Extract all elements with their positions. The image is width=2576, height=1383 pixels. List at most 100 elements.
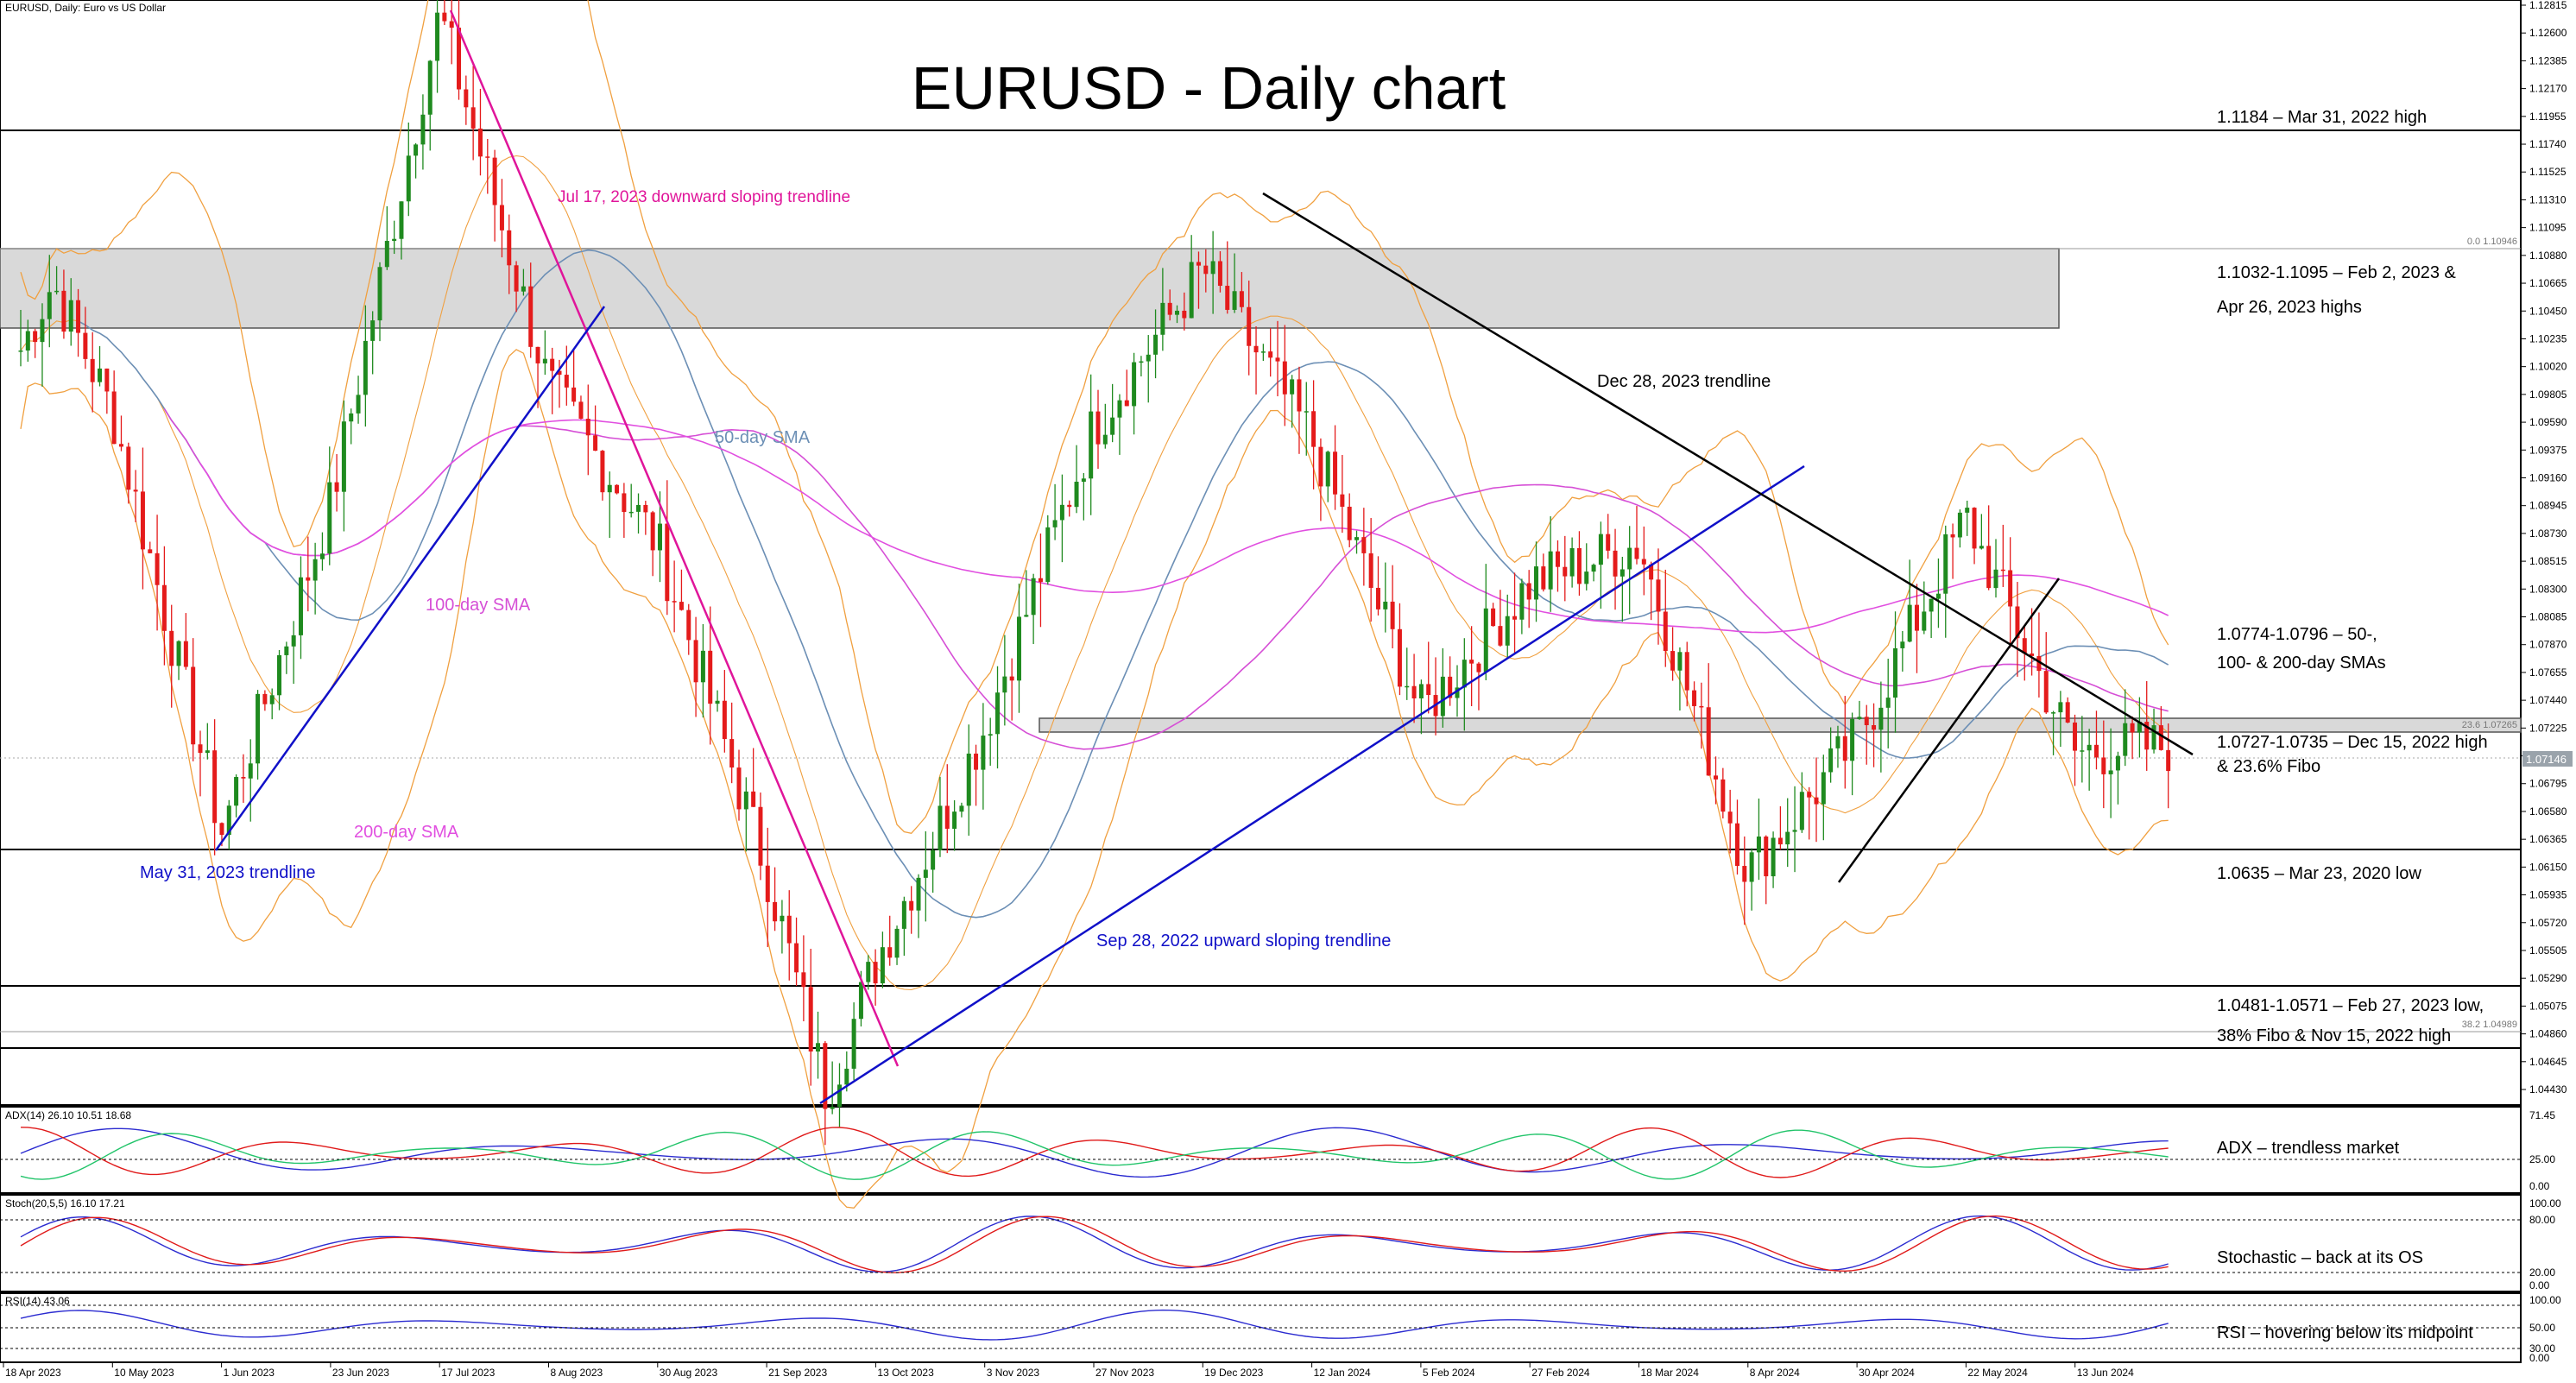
candle-body: [18, 350, 23, 352]
label-zone-1032-a: 1.1032-1.1095 – Feb 2, 2023 &: [2217, 263, 2457, 282]
price-tick-label: 1.11955: [2529, 111, 2567, 123]
candlesticks: [18, 0, 2171, 1146]
price-tick-label: 1.05505: [2529, 944, 2567, 957]
candle-body: [90, 358, 95, 382]
adx-plus-di-line: [20, 1129, 2169, 1180]
candle-body: [1282, 361, 1287, 395]
candle-body: [1505, 616, 1510, 646]
candle-body: [615, 484, 620, 494]
label-smas-a: 1.0774-1.0796 – 50-,: [2217, 625, 2377, 644]
candle-body: [111, 391, 117, 445]
candle-body: [1663, 611, 1668, 652]
price-tick-label: 1.05290: [2529, 972, 2567, 984]
price-tick-label: 1.09805: [2529, 388, 2567, 401]
candle-body: [729, 739, 735, 768]
candle-body: [1132, 362, 1137, 407]
candle-body: [1253, 345, 1259, 353]
candle-body: [1541, 566, 1546, 590]
candle-body: [1785, 831, 1790, 845]
candle-body: [1153, 334, 1159, 355]
candle-body: [205, 750, 210, 754]
rsi-axis-label: 100.00: [2529, 1294, 2561, 1306]
candle-body: [1900, 641, 1905, 648]
rsi-header: RSI(14) 43.06: [5, 1295, 70, 1307]
candle-body: [1591, 565, 1596, 572]
candle-body: [262, 693, 268, 704]
candle-body: [1835, 736, 1840, 748]
candle-body: [1361, 537, 1367, 553]
candle-body: [944, 805, 950, 829]
candle-body: [722, 700, 727, 740]
candle-body: [564, 375, 569, 388]
candle-body: [1519, 583, 1525, 620]
candle-body: [1972, 508, 1977, 549]
candle-body: [816, 1043, 821, 1052]
candle-body: [306, 577, 311, 581]
price-tick-label: 1.08515: [2529, 555, 2567, 567]
date-tick-label: 27 Feb 2024: [1531, 1367, 1590, 1379]
indicator-lines: [20, 1127, 2169, 1341]
candle-body: [1656, 579, 1661, 612]
candle-body: [1692, 690, 1697, 706]
date-tick-label: 13 Oct 2023: [877, 1367, 934, 1379]
candle-body: [1290, 379, 1295, 395]
candle-body: [148, 549, 153, 553]
candle-body: [1670, 651, 1676, 671]
date-tick-label: 12 Jan 2024: [1314, 1367, 1371, 1379]
label-smas-b: 100- & 200-day SMAs: [2217, 654, 2386, 673]
candle-body: [2022, 638, 2027, 654]
candle-body: [758, 806, 763, 866]
candle-body: [765, 865, 770, 902]
candle-body: [521, 286, 526, 292]
candle-body: [1455, 687, 1460, 698]
candle-body: [1814, 797, 1819, 805]
price-tick-label: 1.04430: [2529, 1083, 2567, 1096]
sma200-line: [199, 419, 2169, 634]
candle-body: [866, 962, 871, 982]
candle-body: [370, 320, 376, 341]
adx-axis-label: 71.45: [2529, 1109, 2555, 1121]
candle-body: [1016, 616, 1021, 681]
candle-body: [319, 553, 325, 559]
candle-body: [1340, 494, 1345, 507]
candle-body: [1411, 685, 1417, 699]
candle-body: [736, 767, 742, 810]
candle-body: [1993, 569, 1998, 589]
candle-body: [47, 292, 52, 319]
candle-body: [2101, 757, 2106, 774]
label-zone-0727-a: 1.0727-1.0735 – Dec 15, 2022 high: [2217, 733, 2488, 752]
current-price-tag-box: [2522, 751, 2573, 767]
candle-body: [1491, 608, 1496, 627]
candle-body: [414, 144, 419, 156]
trendline-apr-2024: [1837, 578, 2061, 883]
candle-body: [1706, 707, 1711, 776]
candle-body: [363, 340, 368, 395]
label-level-1184: 1.1184 – Mar 31, 2022 high: [2217, 108, 2427, 127]
price-tick-label: 1.07440: [2529, 694, 2567, 706]
candle-body: [2008, 570, 2013, 607]
price-tick-label: 1.07225: [2529, 722, 2567, 734]
candle-body: [126, 446, 131, 490]
candle-body: [2166, 749, 2171, 772]
candle-body: [1189, 262, 1194, 319]
candle-body: [1943, 534, 1948, 594]
candle-body: [1462, 660, 1467, 688]
candle-body: [1074, 482, 1079, 508]
candle-body: [1469, 660, 1474, 664]
candle-body: [1210, 261, 1215, 275]
candle-body: [98, 368, 103, 382]
candle-body: [931, 850, 936, 870]
date-tick-label: 5 Feb 2024: [1423, 1367, 1475, 1379]
candle-body: [1512, 616, 1518, 620]
date-tick-label: 10 May 2023: [114, 1367, 174, 1379]
candle-body: [33, 331, 38, 343]
candle-body: [1828, 748, 1834, 773]
candle-body: [2108, 770, 2113, 774]
candle-body: [773, 901, 778, 922]
candle-body: [1885, 698, 1891, 708]
candle-body: [349, 413, 354, 422]
adx-header: ADX(14) 26.10 10.51 18.68: [5, 1109, 131, 1121]
candle-body: [1979, 546, 1984, 549]
candle-body: [952, 811, 957, 829]
